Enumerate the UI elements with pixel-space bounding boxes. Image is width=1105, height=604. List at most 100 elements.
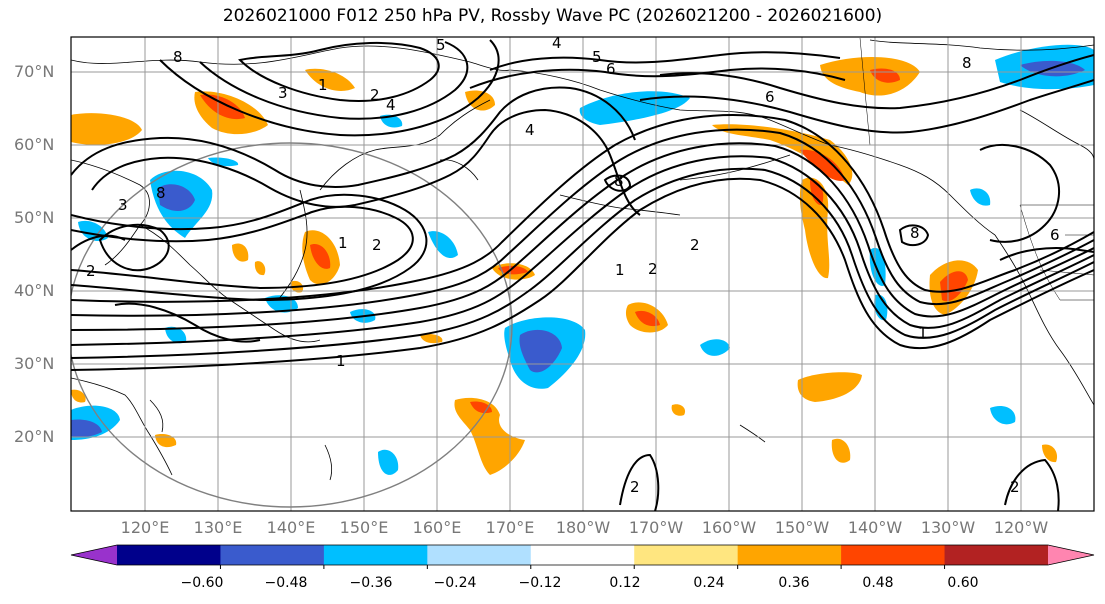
positive-anomaly-patch bbox=[831, 438, 851, 463]
negative-anomaly-patch bbox=[519, 329, 562, 373]
positive-anomaly-patch bbox=[454, 397, 525, 475]
positive-anomaly-patch bbox=[200, 94, 245, 120]
colorbar-tick-label: −0.48 bbox=[264, 575, 308, 591]
colorbar-extend-max bbox=[1048, 545, 1094, 565]
contour-labels: 1 1 1 1 1 2 2 2 2 2 2 2 3 3 4 4 4 5 5 6 … bbox=[86, 34, 1060, 496]
contour-label: 8 bbox=[173, 48, 183, 66]
negative-anomaly-patch bbox=[428, 231, 458, 259]
colorbar-segment bbox=[323, 545, 428, 565]
negative-anomaly-patch bbox=[700, 339, 730, 356]
colorbar-segment bbox=[944, 545, 1049, 565]
positive-anomaly-patch bbox=[635, 310, 660, 327]
contour-label: 2 bbox=[648, 260, 658, 278]
lat-label: 30°N bbox=[14, 354, 55, 373]
colorbar-outline bbox=[70, 544, 1095, 566]
contour-label: 2 bbox=[370, 86, 380, 104]
positive-anomaly-patch bbox=[465, 90, 495, 111]
lon-label: 160°W bbox=[701, 518, 757, 537]
negative-anomaly-patch bbox=[579, 91, 690, 125]
contour-label: 4 bbox=[525, 121, 535, 139]
colorbar-segment bbox=[841, 545, 946, 565]
positive-anomaly-patch bbox=[232, 243, 249, 262]
positive-anomaly-patch bbox=[254, 261, 266, 276]
colorbar-tick-label: −0.24 bbox=[433, 575, 477, 591]
colorbar-segments bbox=[70, 544, 1095, 569]
negative-anomaly-patch bbox=[208, 157, 239, 167]
lon-label: 170°W bbox=[628, 518, 684, 537]
colorbar-segment bbox=[117, 545, 221, 565]
contour-label: 8 bbox=[156, 184, 166, 202]
positive-anomaly-patch bbox=[800, 149, 845, 181]
pv-contours bbox=[71, 39, 1094, 511]
negative-anomaly-patch bbox=[990, 405, 1016, 425]
lat-label: 60°N bbox=[14, 135, 55, 154]
colorbar-segment bbox=[427, 545, 532, 565]
map-frame bbox=[70, 36, 1095, 512]
colorbar-segment bbox=[220, 545, 325, 565]
lon-label: 140°W bbox=[847, 518, 903, 537]
radius-circle bbox=[71, 142, 513, 508]
positive-anomaly-patch bbox=[305, 68, 355, 91]
colorbar-tick-label: −0.36 bbox=[349, 575, 393, 591]
contour-label: 2 bbox=[630, 478, 640, 496]
colorbar-tick-label: 0.60 bbox=[947, 575, 979, 591]
positive-anomaly-patch bbox=[820, 56, 920, 96]
negative-anomaly-patch bbox=[158, 184, 195, 212]
contour-label: 1 bbox=[918, 324, 928, 342]
lon-label: 160°E bbox=[412, 518, 462, 537]
lon-label: 170°E bbox=[485, 518, 535, 537]
lat-label: 20°N bbox=[14, 427, 55, 446]
contour-label: 1 bbox=[615, 261, 625, 279]
contour-label: 5 bbox=[436, 36, 446, 54]
contour-label: 8 bbox=[910, 224, 920, 242]
contour-label: 2 bbox=[86, 262, 96, 280]
colorbar-tick-label: 0.24 bbox=[693, 575, 725, 591]
positive-anomaly-patch bbox=[498, 265, 528, 275]
contour-label: 6 bbox=[765, 88, 775, 106]
negative-anomaly-patch bbox=[71, 419, 102, 438]
lon-label: 130°E bbox=[193, 518, 243, 537]
lon-label: 120°W bbox=[993, 518, 1049, 537]
lon-label: 150°E bbox=[339, 518, 389, 537]
colorbar-tick-label: −0.60 bbox=[180, 575, 224, 591]
lat-label: 40°N bbox=[14, 281, 55, 300]
colorbar-segment bbox=[737, 545, 842, 565]
contour-label: 2 bbox=[690, 236, 700, 254]
lon-label: 180°W bbox=[555, 518, 611, 537]
positive-anomaly-patch bbox=[310, 244, 331, 269]
contour-label: 4 bbox=[552, 34, 562, 52]
colorbar-segment bbox=[530, 545, 635, 565]
lat-label: 50°N bbox=[14, 208, 55, 227]
positive-anomaly-patch bbox=[797, 372, 862, 402]
colorbar-tick-label: −0.12 bbox=[518, 575, 562, 591]
contour-label: 6 bbox=[606, 60, 616, 78]
negative-anomaly-patch bbox=[970, 188, 991, 206]
contour-label: 2 bbox=[372, 236, 382, 254]
colorbar-segment bbox=[634, 545, 739, 565]
contour-label: 5 bbox=[592, 48, 602, 66]
negative-anomaly-patch bbox=[378, 449, 399, 475]
lon-label: 130°W bbox=[920, 518, 976, 537]
contour-label: 3 bbox=[278, 84, 288, 102]
contour-label: 1 bbox=[338, 234, 348, 252]
map-title: 2026021000 F012 250 hPa PV, Rossby Wave … bbox=[222, 6, 883, 26]
positive-anomaly-patch bbox=[71, 389, 86, 403]
colorbar-tick-label: 0.48 bbox=[862, 575, 894, 591]
contour-label: 4 bbox=[386, 96, 396, 114]
lon-label: 140°E bbox=[266, 518, 316, 537]
negative-anomaly-patch bbox=[869, 247, 886, 286]
coastlines bbox=[71, 39, 1094, 481]
positive-anomaly-patch bbox=[1042, 444, 1058, 463]
contour-label: 3 bbox=[118, 196, 128, 214]
negative-anomaly-patch bbox=[165, 326, 187, 344]
colorbar-extend-min bbox=[71, 545, 117, 565]
colorbar-tick-label: 0.36 bbox=[778, 575, 810, 591]
colorbar-tick-label: 0.12 bbox=[609, 575, 641, 591]
contour-label: 8 bbox=[962, 54, 972, 72]
contour-label: 1 bbox=[336, 352, 346, 370]
lat-label: 70°N bbox=[14, 62, 55, 81]
lon-label: 150°W bbox=[774, 518, 830, 537]
positive-anomaly-patch bbox=[712, 124, 853, 185]
